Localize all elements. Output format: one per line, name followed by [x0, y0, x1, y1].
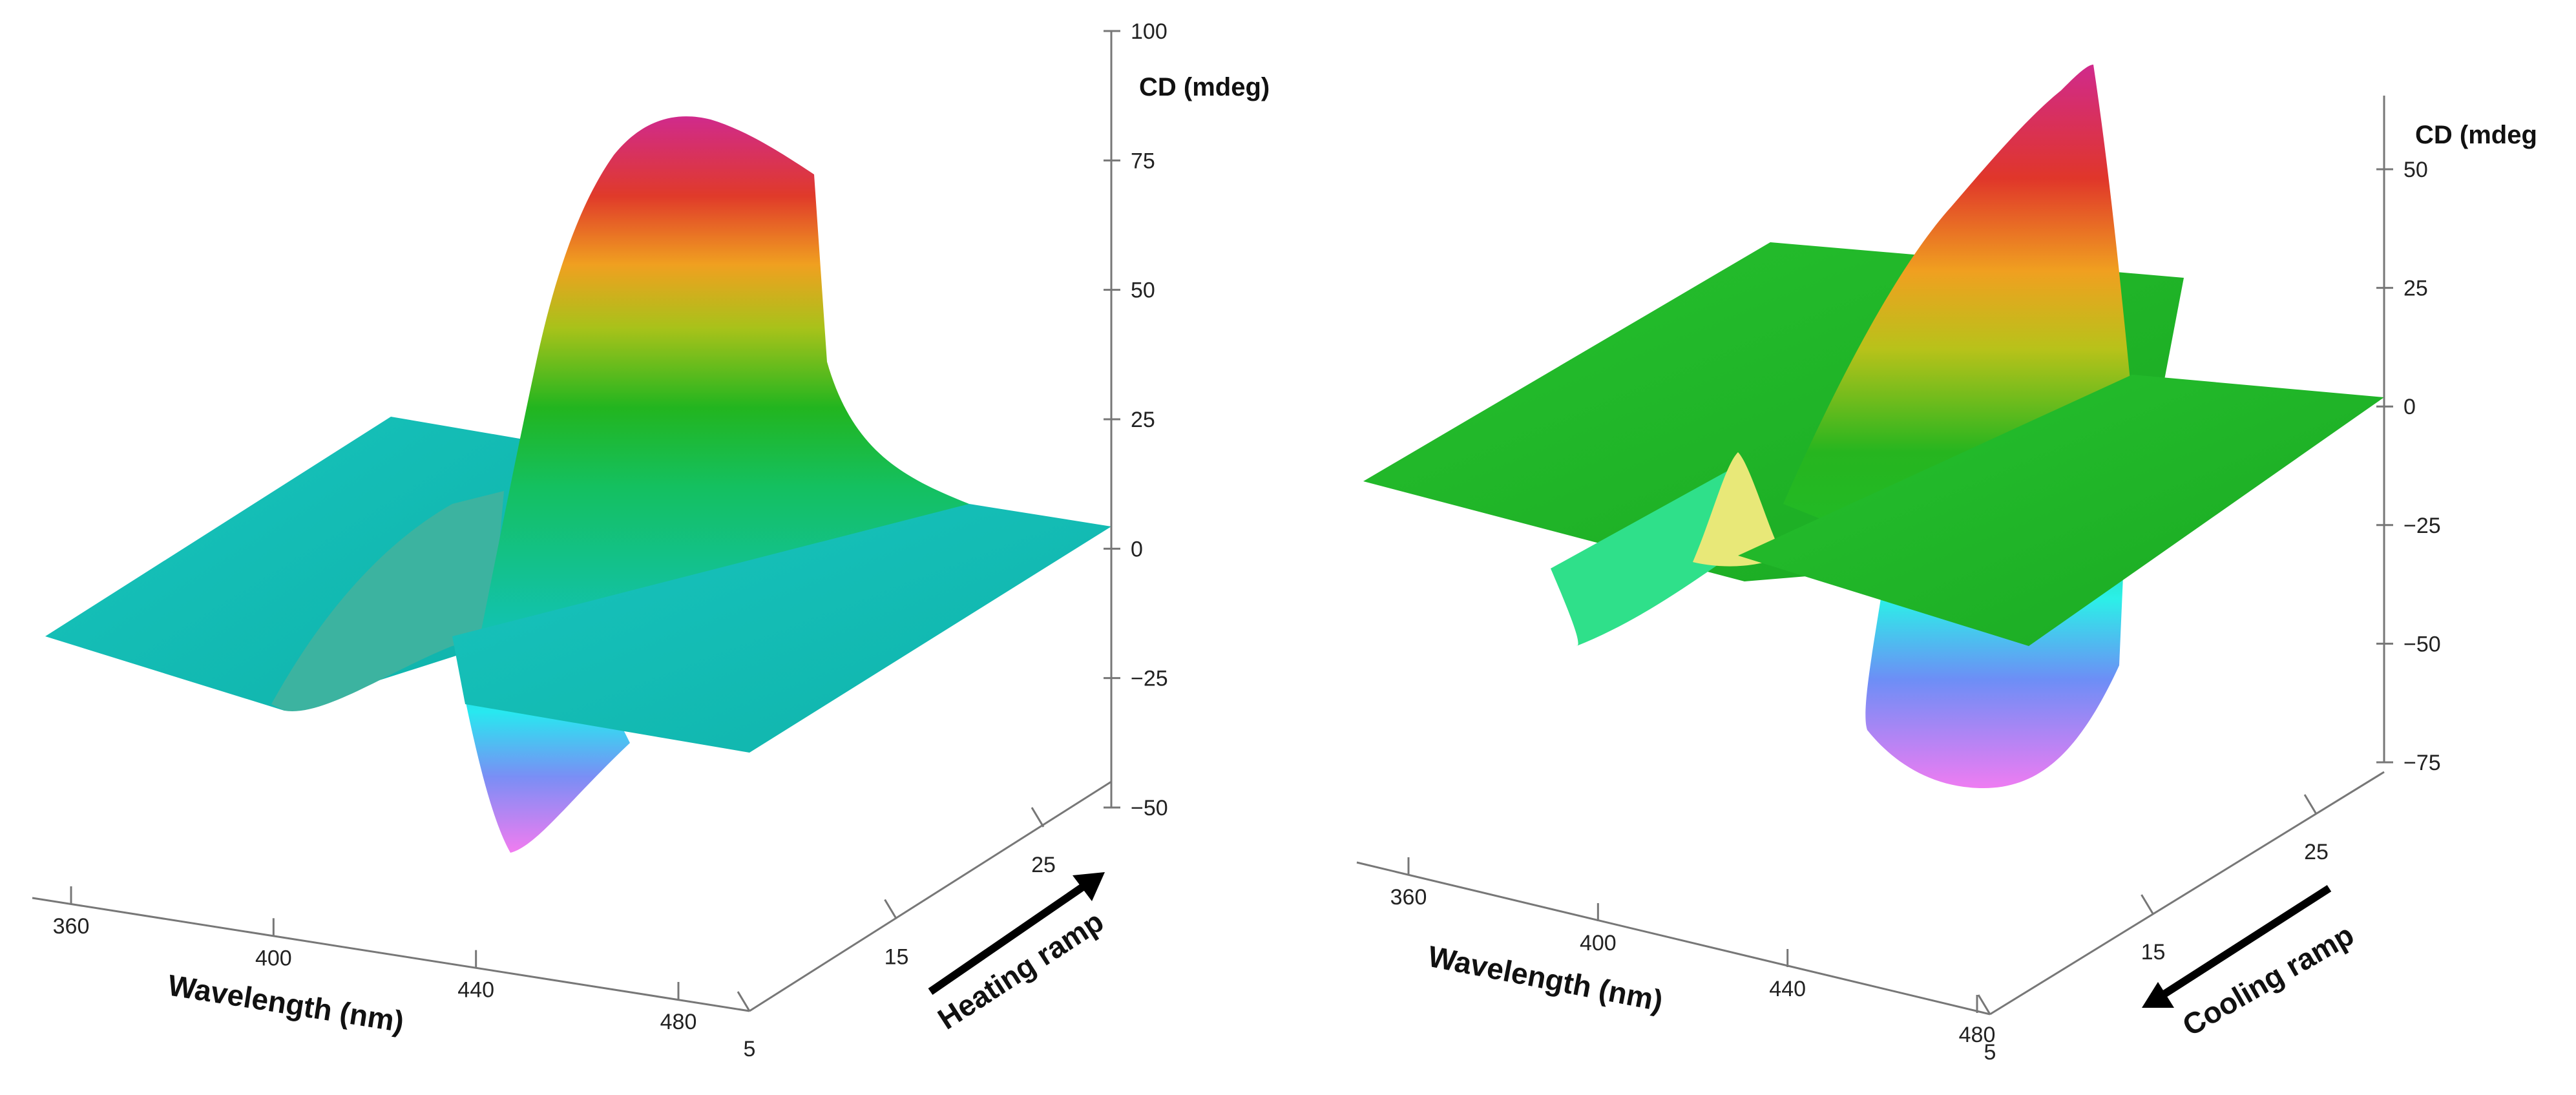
- z-tick-label: −50: [1131, 796, 1168, 820]
- x-tick-label: 360: [53, 914, 90, 939]
- z-tick-label: −75: [2403, 751, 2441, 775]
- x-tick-label: 440: [1769, 977, 1806, 1001]
- surface-peak: [478, 116, 969, 647]
- z-axis-title: CD (mdeg: [2415, 121, 2537, 149]
- y-tick: [2303, 794, 2318, 815]
- y-tick: [737, 991, 751, 1012]
- x-tick-label: 400: [1580, 931, 1617, 955]
- surface-left-ridge: [271, 491, 504, 711]
- y-axis: [1989, 771, 2385, 1016]
- z-tick-label: 75: [1131, 149, 1155, 173]
- ramp-label: Cooling ramp: [2177, 917, 2360, 1042]
- y-tick-label: 15: [2141, 940, 2166, 965]
- ramp-arrow-head: [1073, 872, 1105, 901]
- x-axis: [1356, 861, 1991, 1016]
- x-tick-label: 480: [1959, 1023, 1996, 1047]
- z-tick-label: 25: [1131, 408, 1155, 432]
- surface-small-peak: [1693, 452, 1783, 567]
- z-tick-label: 50: [2403, 158, 2428, 182]
- x-tick-label: 480: [660, 1010, 697, 1034]
- z-tick-label: 0: [1131, 537, 1143, 561]
- x-tick-label: 440: [457, 978, 494, 1003]
- z-tick-label: 50: [1131, 278, 1155, 303]
- y-tick-label: 5: [1984, 1040, 1996, 1065]
- x-tick-label: 360: [1390, 885, 1427, 910]
- z-tick-label: 100: [1131, 19, 1168, 44]
- y-tick: [1977, 994, 1991, 1015]
- y-tick-label: 15: [885, 945, 909, 970]
- y-tick-label: 25: [2304, 840, 2329, 864]
- z-axis-title: CD (mdeg): [1139, 73, 1270, 101]
- y-axis: [749, 780, 1112, 1012]
- z-tick-label: 0: [2403, 395, 2416, 419]
- z-tick-label: −25: [1131, 667, 1168, 691]
- x-axis-title: Wavelength (nm): [1425, 939, 1666, 1017]
- ramp-arrow: [928, 882, 1088, 995]
- y-tick-label: 5: [744, 1037, 756, 1061]
- x-axis-title: Wavelength (nm): [165, 968, 406, 1039]
- y-tick: [1031, 807, 1045, 828]
- x-tick-label: 400: [255, 946, 292, 970]
- y-tick-label: 25: [1031, 853, 1056, 877]
- panel-cooling: 50 25 0 −25 −50 −75 CD (mdeg 360 400 440 480 5 15…: [1356, 65, 2537, 1065]
- surface-plane-front: [1738, 375, 2384, 646]
- y-tick: [884, 899, 897, 920]
- ramp-arrow-head: [2142, 982, 2174, 1008]
- z-tick-label: −25: [2403, 514, 2441, 538]
- y-tick: [2141, 894, 2154, 915]
- surface-left-dip: [1551, 465, 1738, 646]
- z-tick-label: −50: [2403, 632, 2441, 656]
- surface-plane-front: [452, 504, 1111, 753]
- x-axis: [32, 897, 750, 1012]
- z-tick-label: 25: [2403, 276, 2428, 301]
- ramp-arrow: [2155, 884, 2332, 1002]
